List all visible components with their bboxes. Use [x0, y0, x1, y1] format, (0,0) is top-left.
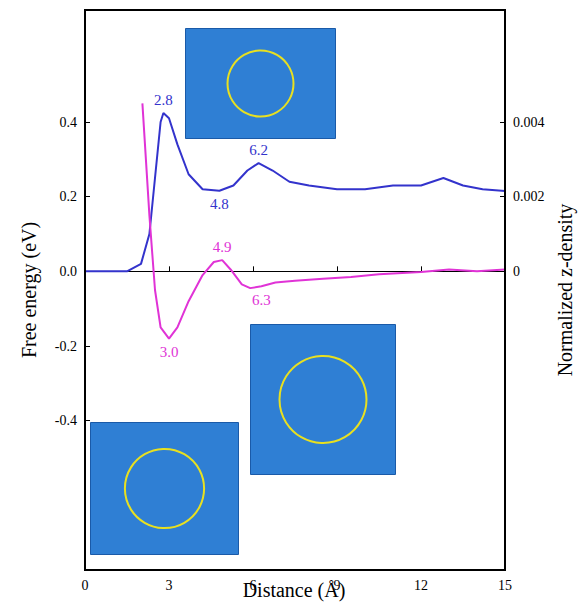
- svg-text:-0.4: -0.4: [55, 413, 77, 428]
- svg-text:0: 0: [513, 264, 520, 279]
- svg-text:0.4: 0.4: [60, 115, 78, 130]
- svg-text:0.004: 0.004: [513, 115, 545, 130]
- svg-text:3: 3: [166, 578, 173, 593]
- svg-text:0: 0: [82, 578, 89, 593]
- svg-text:Free energy (eV): Free energy (eV): [18, 222, 41, 358]
- svg-text:12: 12: [414, 578, 428, 593]
- svg-text:Distance (Å): Distance (Å): [243, 579, 346, 602]
- svg-text:Normalized z-density: Normalized z-density: [554, 204, 577, 377]
- svg-text:0.2: 0.2: [60, 189, 78, 204]
- svg-text:0.002: 0.002: [513, 189, 545, 204]
- svg-text:0.0: 0.0: [60, 264, 78, 279]
- svg-text:-0.2: -0.2: [55, 339, 77, 354]
- svg-text:15: 15: [498, 578, 512, 593]
